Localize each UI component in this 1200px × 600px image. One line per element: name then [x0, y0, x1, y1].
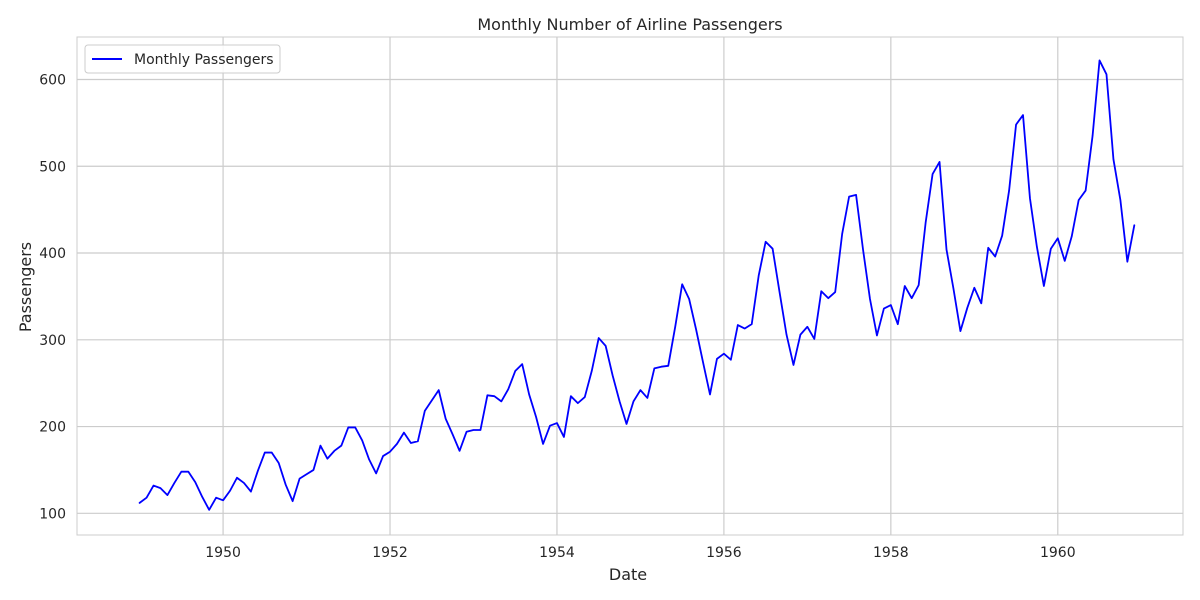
x-tick-label: 1954: [539, 545, 575, 561]
grid-lines: [77, 37, 1183, 535]
plot-frame: [76, 36, 1184, 536]
x-tick-label: 1952: [372, 545, 408, 561]
y-tick-label: 100: [39, 506, 66, 522]
y-tick-label: 500: [39, 159, 66, 175]
series-line-0: [138, 59, 1136, 511]
legend-label: Monthly Passengers: [134, 52, 274, 68]
x-tick-label: 1960: [1040, 545, 1076, 561]
y-tick-label: 300: [39, 333, 66, 349]
y-axis-ticks: 100 200 300 400 500 600: [39, 73, 66, 523]
x-tick-label: 1956: [706, 545, 742, 561]
x-tick-label: 1958: [873, 545, 909, 561]
x-axis-ticks: 1950 1952 1954 1956 1958 1960: [205, 545, 1075, 561]
chart-title: Monthly Number of Airline Passengers: [477, 15, 782, 34]
legend-box: [84, 44, 281, 74]
y-tick-label: 400: [39, 246, 66, 262]
y-axis-label: Passengers: [16, 242, 35, 332]
y-tick-label: 200: [39, 420, 66, 436]
y-tick-label: 600: [39, 73, 66, 89]
x-axis-label: Date: [609, 565, 647, 584]
series-layer: [138, 59, 1136, 511]
x-tick-label: 1950: [205, 545, 241, 561]
legend: Monthly Passengers: [84, 44, 281, 74]
